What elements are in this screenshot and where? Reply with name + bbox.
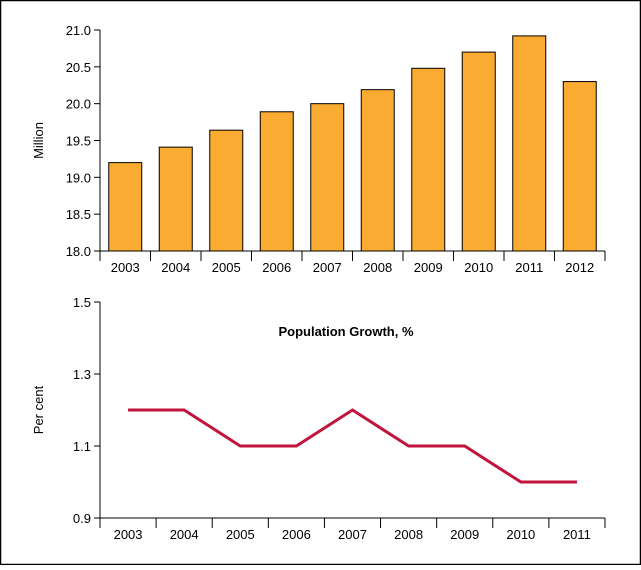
- y-tick-label: 21.0: [66, 23, 91, 38]
- x-tick-label: 2004: [161, 260, 190, 275]
- y-tick-label: 20.5: [66, 60, 91, 75]
- x-tick-label: 2005: [212, 260, 241, 275]
- y-tick-label: 19.5: [66, 134, 91, 149]
- x-tick-label: 2004: [170, 527, 199, 542]
- x-tick-label: 2010: [506, 527, 535, 542]
- x-tick-label: 2006: [282, 527, 311, 542]
- y-tick-label: 19.0: [66, 170, 91, 185]
- bar: [512, 35, 547, 252]
- bar: [562, 81, 597, 252]
- x-tick-label: 2008: [394, 527, 423, 542]
- chart-title: Population Growth, %: [278, 324, 413, 339]
- bar: [259, 111, 294, 252]
- bar-chart: 18.0 18.5 19.0 19.5 20.0 20.5 21.0 2003 2004 2005…: [31, 23, 606, 275]
- x-tick-label: 2003: [114, 527, 143, 542]
- x-tick-label: 2010: [464, 260, 493, 275]
- x-tick-label: 2005: [226, 527, 255, 542]
- bar: [461, 51, 496, 252]
- x-tick-label: 2007: [313, 260, 342, 275]
- x-tick-label: 2009: [414, 260, 443, 275]
- y-tick-label: 1.5: [73, 295, 91, 310]
- series-line: [128, 408, 577, 484]
- y-tick-label: 20.0: [66, 97, 91, 112]
- line-chart: 0.9 1.1 1.3 1.5 2003 2004 2005 2006 2007 2008 2009…: [31, 295, 606, 542]
- x-tick-label: 2007: [338, 527, 367, 542]
- x-tick-label: 2011: [563, 527, 591, 542]
- x-tick-label: 2011: [515, 260, 543, 275]
- bar: [209, 129, 244, 252]
- y-axis-label: Per cent: [31, 385, 46, 434]
- y-tick-label: 1.3: [73, 367, 91, 382]
- y-tick-label: 18.0: [66, 244, 91, 259]
- bar: [310, 103, 345, 252]
- x-tick-label: 2008: [363, 260, 392, 275]
- y-tick-label: 0.9: [73, 511, 91, 526]
- y-axis-label: Million: [31, 122, 46, 159]
- x-tick-label: 2012: [565, 260, 594, 275]
- x-tick-label: 2006: [262, 260, 291, 275]
- bar: [360, 89, 395, 252]
- x-tick-label: 2003: [111, 260, 140, 275]
- y-tick-label: 18.5: [66, 207, 91, 222]
- bar: [411, 67, 446, 252]
- x-tick-label: 2009: [450, 527, 479, 542]
- bar: [108, 162, 143, 252]
- bar: [158, 146, 193, 252]
- y-tick-label: 1.1: [73, 439, 91, 454]
